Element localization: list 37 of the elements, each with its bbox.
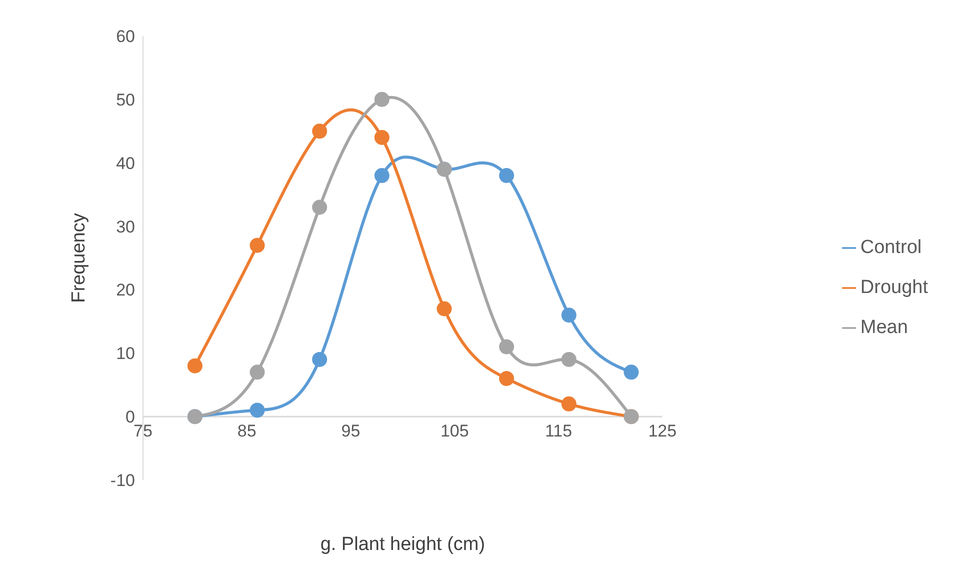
point	[312, 124, 328, 139]
point	[374, 130, 390, 145]
y-tick-label: 60	[116, 27, 135, 46]
point	[250, 238, 265, 253]
y-tick-label: 20	[116, 280, 135, 300]
point	[499, 371, 514, 386]
point	[561, 308, 576, 323]
y-tick-label: 50	[116, 90, 135, 110]
point	[499, 339, 514, 354]
point	[624, 364, 639, 380]
point	[250, 364, 265, 380]
x-tick-label: 125	[648, 422, 677, 441]
legend-label: Mean	[860, 317, 908, 338]
point	[561, 352, 576, 367]
legend-label: Drought	[860, 277, 928, 298]
point	[561, 396, 576, 412]
point	[499, 168, 514, 184]
point	[312, 352, 328, 367]
x-axis-title: g. Plant height (cm)	[320, 534, 486, 555]
x-tick-label: 95	[341, 422, 360, 441]
point	[436, 301, 452, 316]
y-tick-label: -10	[110, 471, 135, 490]
x-tick-label: 85	[237, 422, 256, 441]
point	[250, 402, 265, 418]
point	[374, 168, 390, 184]
x-tick-label: 75	[134, 422, 152, 441]
point	[374, 92, 390, 107]
legend-label: Control	[860, 237, 922, 258]
y-tick-label: 40	[116, 154, 135, 173]
y-axis-title: Frequency	[68, 212, 90, 303]
x-tick-label: 105	[440, 422, 469, 441]
point	[187, 358, 202, 374]
x-tick-label: 115	[544, 422, 572, 441]
point	[312, 200, 328, 215]
y-tick-label: 0	[126, 408, 135, 427]
y-tick-label: 10	[116, 344, 135, 364]
y-tick-label: 30	[116, 217, 135, 236]
